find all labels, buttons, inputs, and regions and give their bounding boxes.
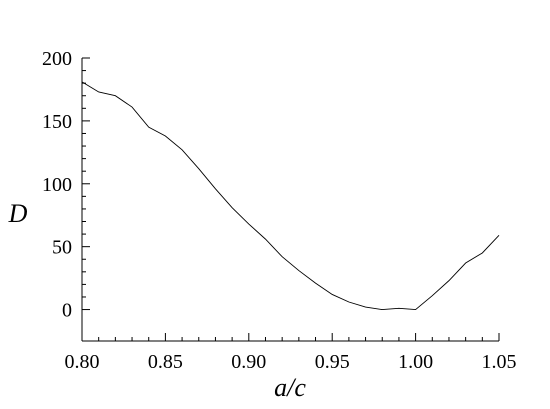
y-ticks: 0 50 100 150 200: [42, 48, 90, 322]
x-tick-label: 0.85: [148, 351, 183, 373]
x-axis-title: a/c: [274, 373, 306, 402]
y-tick-label: 50: [52, 237, 72, 259]
axes: [81, 58, 499, 342]
y-tick-label: 200: [42, 48, 72, 70]
series-line: [81, 81, 500, 311]
x-ticks: 0.80 0.85 0.90 0.95 1.00 1.05: [65, 333, 517, 373]
series-group: [81, 81, 500, 311]
x-tick-label: 0.90: [231, 351, 266, 373]
x-tick-label: 1.05: [482, 351, 517, 373]
y-tick-label: 100: [42, 174, 72, 196]
y-tick-label: 0: [62, 300, 72, 322]
x-tick-label: 0.95: [315, 351, 350, 373]
y-axis-title: D: [8, 199, 28, 228]
x-tick-label: 0.80: [65, 351, 100, 373]
y-tick-label: 150: [42, 111, 72, 133]
x-tick-label: 1.00: [398, 351, 433, 373]
